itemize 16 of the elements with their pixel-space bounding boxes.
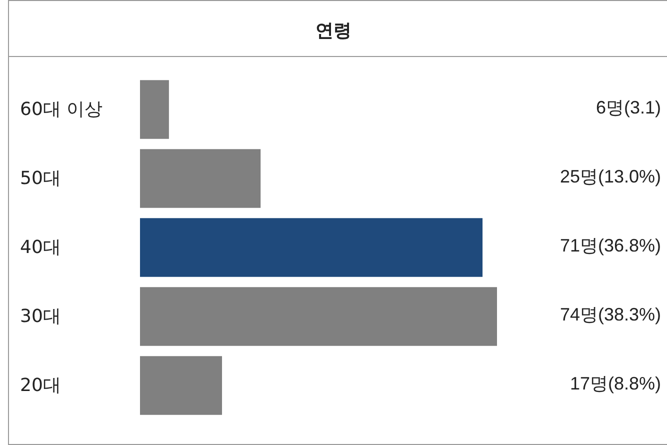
- data-label: 71명(36.8%): [560, 236, 662, 256]
- bar: [140, 218, 483, 277]
- bar: [140, 149, 261, 208]
- bar: [140, 80, 169, 139]
- y-tick-label: 20대: [20, 375, 61, 396]
- bar: [140, 287, 497, 346]
- y-tick-label: 50대: [20, 168, 61, 189]
- data-label: 17명(8.8%): [570, 374, 662, 394]
- y-tick-label: 40대: [20, 237, 61, 258]
- data-label: 25명(13.0%): [560, 166, 662, 186]
- y-tick-label: 30대: [20, 306, 61, 327]
- data-label: 74명(38.3%): [560, 304, 662, 324]
- chart-title: 연령: [316, 20, 352, 42]
- bar: [140, 356, 222, 415]
- data-label: 6명(3.1): [596, 98, 662, 118]
- y-tick-label: 60대 이상: [20, 99, 103, 120]
